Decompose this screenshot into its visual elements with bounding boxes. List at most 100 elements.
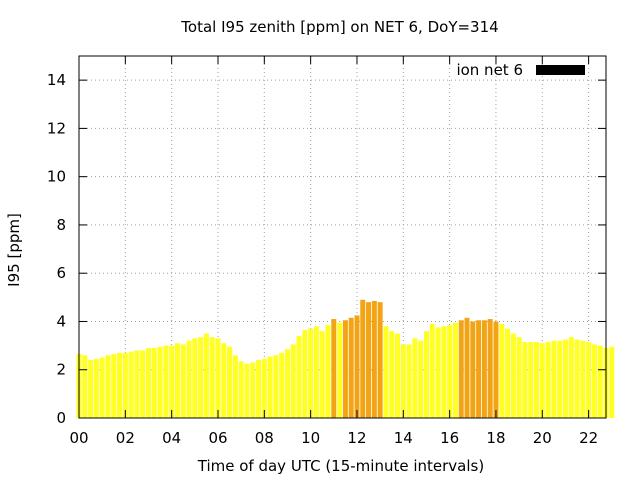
bar [128, 351, 134, 418]
bar [186, 340, 192, 418]
bar [418, 340, 424, 418]
bar [93, 358, 99, 418]
bar [458, 320, 464, 418]
bar [528, 341, 534, 418]
plot-frame [78, 55, 607, 419]
x-tick-label: 22 [579, 429, 598, 447]
bar [441, 326, 447, 418]
x-tick-label: 08 [255, 429, 274, 447]
bar [360, 299, 366, 418]
bar [331, 319, 337, 418]
bar [227, 346, 233, 418]
y-tick-label: 6 [56, 264, 66, 282]
chart-title: Total I95 zenith [ppm] on NET 6, DoY=314 [180, 18, 498, 36]
bar [423, 331, 429, 418]
y-tick-label: 0 [56, 409, 66, 427]
bar [597, 345, 603, 418]
bar [221, 343, 227, 418]
x-tick-label: 10 [301, 429, 320, 447]
bar [551, 340, 557, 418]
bar [580, 340, 586, 418]
gridlines [79, 56, 606, 418]
bar [464, 317, 470, 418]
bar [481, 320, 487, 418]
y-tick-label: 14 [47, 71, 66, 89]
bar [545, 341, 551, 418]
bar [435, 327, 441, 418]
legend-swatch [536, 65, 585, 75]
bar [395, 333, 401, 418]
bar [308, 328, 314, 418]
bar [250, 362, 256, 418]
bar [476, 320, 482, 418]
bar [383, 326, 389, 418]
bar [140, 350, 146, 418]
bar [279, 352, 285, 418]
bar [609, 346, 615, 418]
bar [215, 338, 221, 418]
x-tick-label: 20 [533, 429, 552, 447]
bar [591, 344, 597, 418]
bar [348, 317, 354, 418]
bar [429, 323, 435, 418]
bar [209, 337, 215, 418]
bar [163, 345, 169, 418]
bar [354, 315, 360, 418]
bars [76, 299, 615, 418]
bar [122, 352, 128, 418]
bar [117, 352, 123, 418]
bar [261, 358, 267, 418]
bar [406, 344, 412, 418]
bar [99, 357, 105, 418]
bar [377, 302, 383, 418]
legend-label: ion net 6 [456, 61, 523, 79]
x-tick-label: 16 [440, 429, 459, 447]
bar [302, 329, 308, 418]
bar [267, 356, 273, 418]
x-tick-label: 02 [116, 429, 135, 447]
x-tick-label: 14 [394, 429, 413, 447]
bar [174, 343, 180, 418]
bar [198, 337, 204, 418]
x-tick-label: 04 [162, 429, 181, 447]
y-tick-label: 4 [56, 312, 66, 330]
bar [169, 345, 175, 418]
bar [568, 337, 574, 418]
bar [522, 341, 528, 418]
bar [180, 344, 186, 418]
x-tick-label: 18 [486, 429, 505, 447]
bar [400, 344, 406, 418]
bar [499, 323, 505, 418]
x-axis-title: Time of day UTC (15-minute intervals) [197, 457, 484, 475]
bar [342, 320, 348, 418]
bar [238, 361, 244, 418]
x-tick-label: 00 [69, 429, 88, 447]
bar [151, 348, 157, 418]
bar [337, 322, 343, 418]
bar [146, 348, 151, 418]
bar [134, 350, 140, 418]
bar [203, 333, 209, 418]
bar [452, 322, 458, 418]
bar [516, 337, 522, 418]
bar [325, 325, 331, 418]
bar [256, 360, 262, 418]
bar [157, 346, 163, 418]
bar [505, 328, 511, 418]
x-tick-label: 06 [208, 429, 227, 447]
bar [412, 338, 418, 418]
bar [534, 341, 539, 418]
bar [296, 335, 302, 418]
bar [447, 325, 453, 418]
bar [557, 340, 563, 418]
bar [470, 321, 476, 418]
bar [192, 338, 198, 418]
y-tick-label: 2 [56, 361, 66, 379]
bar [284, 349, 290, 418]
bar [562, 339, 568, 418]
bar [510, 333, 516, 418]
bar [319, 331, 325, 418]
y-tick-label: 12 [47, 119, 66, 137]
